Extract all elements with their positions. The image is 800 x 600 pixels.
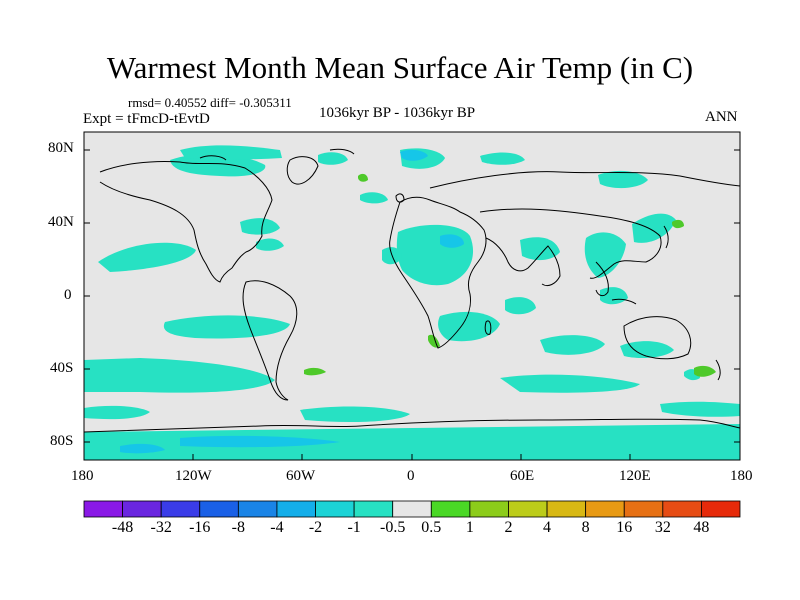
colorbar-box (623, 500, 664, 518)
lon-ticks (83, 454, 741, 460)
colorbar-label: -4 (270, 519, 284, 536)
lat-label-40n: 40N (48, 214, 74, 230)
lat-ticks (84, 149, 740, 443)
colorbar-box (701, 500, 741, 518)
colorbar-label: -48 (111, 519, 134, 536)
stats-text: rmsd= 0.40552 diff= -0.305311 (128, 95, 292, 110)
colorbar-boxes (83, 500, 741, 518)
lon-label-120e: 120E (619, 468, 651, 484)
colorbar-box (315, 500, 355, 518)
coastlines (83, 148, 741, 433)
colorbar-box (83, 500, 123, 518)
colorbar-label: 1 (465, 519, 474, 536)
colorbar-box (508, 500, 548, 518)
colorbar-box (546, 500, 587, 518)
lat-label-80n: 80N (48, 140, 74, 156)
colorbar-label: 16 (616, 519, 633, 536)
colorbar-label: 4 (543, 519, 552, 536)
colorbar-box (392, 500, 432, 518)
colorbar-label: 8 (581, 519, 590, 536)
colorbar-label: 48 (693, 519, 710, 536)
colorbar-box (199, 500, 239, 518)
colorbar-label: -0.5 (380, 519, 406, 536)
lon-label-0: 0 (407, 468, 415, 484)
lat-label-80s: 80S (50, 433, 74, 449)
season-label: ANN (705, 109, 738, 125)
colorbar-box (662, 500, 702, 518)
lon-label-180e: 180 (730, 468, 753, 484)
period-label: 1036kyr BP - 1036kyr BP (319, 105, 476, 121)
colorbar-label: 32 (654, 519, 671, 536)
lon-label-120w: 120W (175, 468, 212, 484)
colorbar-label: 0.5 (421, 519, 442, 536)
colorbar-label: 2 (504, 519, 513, 536)
colorbar-box (276, 500, 316, 518)
experiment-label: Expt = tFmcD-tEvtD (83, 111, 210, 127)
colorbar-label: -8 (231, 519, 245, 536)
map-title: Warmest Month Mean Surface Air Temp (in … (106, 50, 694, 85)
positive-patches (304, 173, 716, 377)
colorbar-box (430, 500, 471, 518)
colorbar-label: -16 (189, 519, 211, 536)
colorbar-label: -32 (150, 519, 172, 536)
colorbar-label: -2 (308, 519, 323, 536)
colorbar-box (122, 500, 162, 518)
colorbar-box (237, 500, 278, 518)
lon-label-180w: 180 (71, 468, 94, 484)
colorbar-box (585, 500, 625, 518)
lat-label-40s: 40S (50, 360, 74, 376)
colorbar-box (353, 500, 394, 518)
strong-negative-patches (120, 149, 464, 454)
colorbar-box (469, 500, 509, 518)
lon-label-60e: 60E (510, 468, 535, 484)
colorbar-label: -1 (347, 519, 361, 536)
lat-label-0: 0 (64, 287, 72, 303)
lon-label-60w: 60W (286, 468, 316, 484)
colorbar-box (160, 500, 201, 518)
anomaly-patches (84, 145, 740, 460)
